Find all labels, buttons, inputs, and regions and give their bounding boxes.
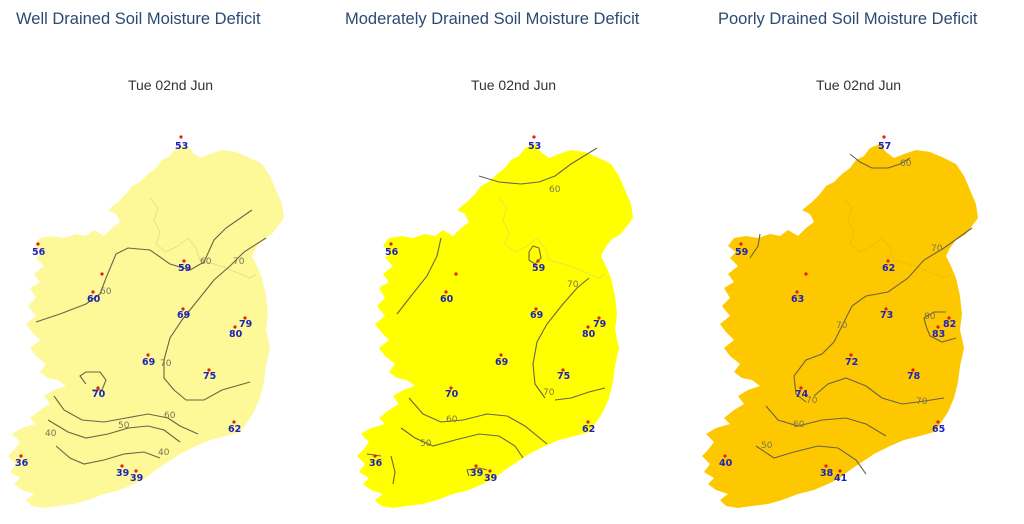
svg-text:50: 50 (420, 439, 432, 449)
station-label: 39 (116, 468, 129, 479)
svg-text:60: 60 (446, 415, 458, 425)
station-label: 82 (943, 319, 956, 330)
station-label: 65 (932, 424, 945, 435)
station-label: 60 (440, 294, 454, 305)
ireland-map: 60 70 70 60 50 53 56 59 60 69 79 80 69 7… (357, 135, 633, 508)
station-label: 75 (557, 371, 570, 382)
contour-labels: 60 70 70 60 50 (420, 185, 579, 449)
station-label: 75 (203, 371, 216, 382)
svg-text:70: 70 (160, 359, 172, 369)
station-label: 69 (177, 310, 190, 321)
svg-text:70: 70 (836, 321, 848, 331)
svg-text:80: 80 (924, 312, 936, 322)
ireland-map: 60 70 60 70 60 50 40 40 53 56 59 60 69 7… (8, 135, 284, 508)
panel-moderately-drained: Moderately Drained Soil Moisture Deficit… (345, 0, 686, 524)
station-label: 62 (882, 263, 895, 274)
stations: 57 59 62 63 73 82 83 72 78 74 65 40 38 4… (719, 135, 956, 484)
station-label: 38 (820, 468, 834, 479)
station-label: 73 (880, 310, 893, 321)
station-label: 56 (385, 247, 399, 258)
station-label: 39 (130, 473, 143, 484)
ireland-map: 60 70 80 70 70 70 60 50 57 59 62 63 73 8… (702, 135, 978, 508)
station-label: 59 (178, 263, 191, 274)
svg-text:60: 60 (164, 411, 176, 421)
station-label: 70 (445, 389, 459, 400)
soil-moisture-map-poorly-drained: 60 70 80 70 70 70 60 50 57 59 62 63 73 8… (694, 128, 1024, 518)
station-label: 69 (142, 357, 155, 368)
station-label: 78 (907, 371, 921, 382)
stations: 53 56 59 60 69 79 80 69 75 70 62 36 39 3… (369, 135, 606, 484)
station-label: 53 (528, 141, 541, 152)
svg-text:70: 70 (567, 280, 579, 290)
station-label: 56 (32, 247, 46, 258)
svg-text:60: 60 (549, 185, 561, 195)
station-label: 36 (15, 458, 29, 469)
svg-text:60: 60 (900, 159, 912, 169)
svg-text:40: 40 (158, 448, 170, 458)
station-label: 62 (582, 424, 595, 435)
contour-lines (35, 209, 267, 465)
svg-text:70: 70 (233, 257, 245, 267)
station-label: 39 (484, 473, 497, 484)
svg-text:70: 70 (806, 396, 818, 406)
panel-date: Tue 02nd Jun (127, 77, 214, 93)
station-label: 40 (719, 458, 733, 469)
station-label: 63 (791, 294, 804, 305)
station-label: 83 (932, 329, 945, 340)
panel-title: Moderately Drained Soil Moisture Deficit (345, 10, 640, 28)
station-label: 69 (495, 357, 508, 368)
station-label: 74 (795, 389, 809, 400)
panel-date: Tue 02nd Jun (815, 77, 902, 93)
svg-text:70: 70 (543, 388, 555, 398)
panel-title: Poorly Drained Soil Moisture Deficit (718, 10, 978, 28)
station-label: 57 (878, 141, 891, 152)
station-label: 80 (229, 329, 243, 340)
station-label: 36 (369, 458, 383, 469)
svg-text:70: 70 (916, 397, 928, 407)
soil-moisture-map-moderately-drained: 60 70 70 60 50 53 56 59 60 69 79 80 69 7… (349, 128, 690, 518)
station-label: 62 (228, 424, 241, 435)
station-label: 70 (92, 389, 106, 400)
station-label: 60 (87, 294, 101, 305)
station-label: 72 (845, 357, 858, 368)
panel-poorly-drained: Poorly Drained Soil Moisture Deficit Tue… (690, 0, 1024, 524)
soil-moisture-map-well-drained: 60 70 60 70 60 50 40 40 53 56 59 60 69 7… (0, 128, 341, 518)
station-label: 80 (582, 329, 596, 340)
station-label: 69 (530, 310, 543, 321)
contour-lines (749, 153, 973, 475)
stations: 53 56 59 60 69 79 80 69 75 70 62 36 39 3… (15, 135, 252, 484)
station-label: 59 (532, 263, 545, 274)
panel-date: Tue 02nd Jun (470, 77, 557, 93)
panel-well-drained: Well Drained Soil Moisture Deficit Tue 0… (0, 0, 341, 524)
station-label: 39 (470, 468, 483, 479)
contour-labels: 60 70 60 70 60 50 40 40 (45, 257, 245, 458)
svg-text:60: 60 (200, 257, 212, 267)
station-label: 53 (175, 141, 188, 152)
station-label: 79 (593, 319, 606, 330)
svg-text:60: 60 (100, 287, 112, 297)
station-label: 41 (834, 473, 847, 484)
contour-labels: 60 70 80 70 70 70 60 50 (761, 159, 943, 451)
svg-text:70: 70 (931, 244, 943, 254)
svg-text:50: 50 (118, 421, 130, 431)
panel-title: Well Drained Soil Moisture Deficit (16, 10, 261, 28)
station-label: 79 (239, 319, 252, 330)
station-label: 59 (735, 247, 748, 258)
land-area (357, 144, 633, 508)
svg-text:60: 60 (793, 420, 805, 430)
svg-text:50: 50 (761, 441, 773, 451)
svg-text:40: 40 (45, 429, 57, 439)
